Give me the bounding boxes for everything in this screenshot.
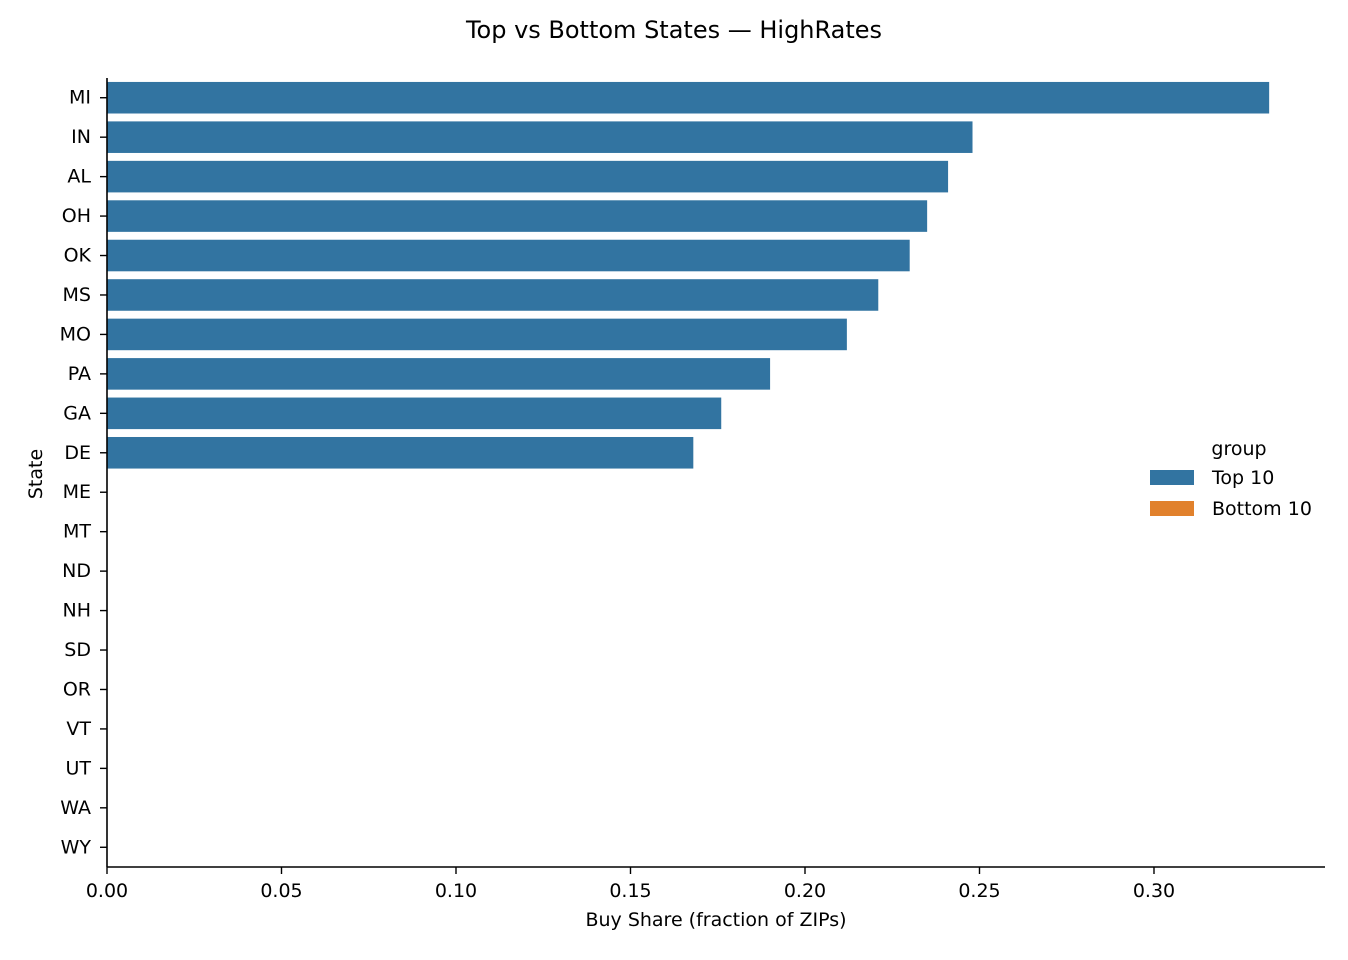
- y-tick-label: SD: [64, 639, 91, 661]
- y-tick-label: MO: [60, 323, 91, 345]
- bar-al: [107, 160, 949, 193]
- chart-title: Top vs Bottom States — HighRates: [465, 16, 882, 44]
- x-tick-label: 0.05: [260, 880, 302, 902]
- legend: group Top 10 Bottom 10: [1150, 438, 1312, 520]
- y-tick-label: IN: [71, 126, 91, 148]
- x-tick-label: 0.25: [958, 880, 1000, 902]
- y-tick-label: MT: [63, 521, 91, 543]
- y-tick-label: DE: [64, 442, 91, 464]
- y-tick-label: ME: [63, 481, 91, 503]
- bar-mi: [107, 81, 1270, 114]
- bar-ok: [107, 239, 910, 272]
- bar-oh: [107, 200, 928, 232]
- bar-mo: [107, 318, 847, 351]
- bar-in: [107, 121, 973, 153]
- legend-title: group: [1211, 438, 1266, 460]
- y-tick-label: VT: [66, 718, 91, 740]
- bar-de: [107, 436, 694, 469]
- legend-swatch: [1150, 470, 1194, 485]
- y-tick-label: OH: [62, 205, 91, 227]
- y-tick-label: OR: [63, 678, 91, 700]
- bar-ms: [107, 279, 879, 311]
- y-tick-label: AL: [67, 166, 91, 188]
- x-tick-label: 0.10: [435, 880, 477, 902]
- bar-ga: [107, 397, 722, 430]
- bar-pa: [107, 358, 771, 390]
- legend-swatch: [1150, 501, 1194, 516]
- y-tick-label: ND: [62, 560, 91, 582]
- x-axis-label: Buy Share (fraction of ZIPs): [585, 909, 846, 931]
- y-tick-label: MS: [63, 284, 91, 306]
- y-tick-label: WY: [61, 836, 92, 858]
- y-tick-label: UT: [65, 757, 91, 779]
- x-tick-label: 0.20: [784, 880, 826, 902]
- x-axis: 0.00 0.05 0.10 0.15 0.20 0.25 0.30: [86, 866, 1325, 902]
- y-tick-label: WA: [60, 797, 91, 819]
- y-axis: MI IN AL OH OK MS MO PA GA DE ME MT ND NH SD OR VT UT WA WY: [60, 78, 108, 867]
- bars-layer: [107, 81, 1270, 469]
- x-tick-label: 0.30: [1133, 880, 1175, 902]
- y-tick-label: PA: [68, 363, 91, 385]
- legend-label: Bottom 10: [1212, 498, 1312, 520]
- legend-label: Top 10: [1211, 467, 1274, 489]
- y-tick-label: GA: [63, 402, 91, 424]
- y-tick-label: OK: [64, 245, 92, 267]
- y-tick-label: NH: [63, 600, 92, 622]
- x-tick-label: 0.15: [609, 880, 651, 902]
- y-axis-label: State: [25, 449, 47, 499]
- x-tick-label: 0.00: [86, 880, 128, 902]
- y-tick-label: MI: [69, 87, 91, 109]
